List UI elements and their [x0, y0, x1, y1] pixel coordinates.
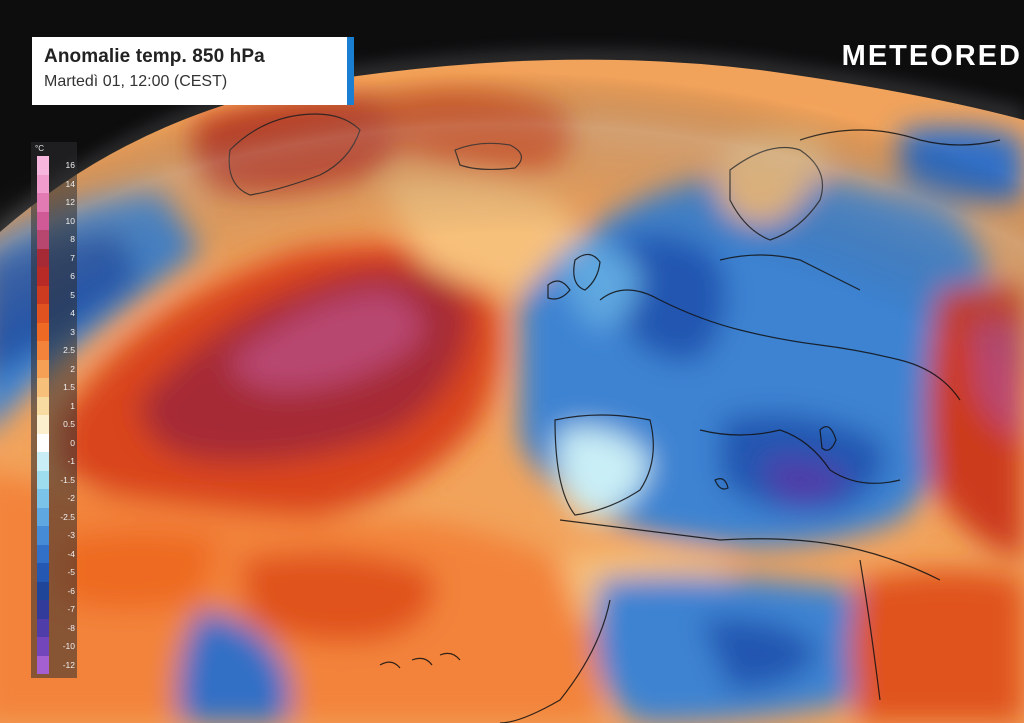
legend-label: 8 — [70, 234, 75, 245]
legend-swatch — [37, 211, 49, 230]
legend-label: 6 — [70, 271, 75, 282]
legend-swatch — [37, 267, 49, 286]
legend-swatch — [37, 637, 49, 656]
legend-swatch — [37, 655, 49, 674]
legend-swatch — [37, 230, 49, 249]
legend-swatch — [37, 452, 49, 471]
legend-label: -2.5 — [60, 511, 75, 522]
legend-label: -10 — [62, 641, 75, 652]
legend-swatch — [37, 415, 49, 434]
color-legend: °C 16 14 12 10 8 7 6 5 4 3 2.5 2 1.5 1 0.5 0 -1 -1.5 -2 -2.… — [31, 142, 77, 678]
legend-swatch — [37, 174, 49, 193]
legend-label: 1.5 — [63, 382, 75, 393]
legend-swatch — [37, 322, 49, 341]
legend-swatch — [37, 359, 49, 378]
legend-label: 7 — [70, 252, 75, 263]
legend-label: 12 — [65, 197, 75, 208]
legend-label: 1 — [70, 400, 75, 411]
legend-label: 2.5 — [63, 345, 75, 356]
legend-label: -4 — [67, 548, 75, 559]
legend-swatch — [37, 341, 49, 360]
legend-label: -6 — [67, 585, 75, 596]
legend-labels: 16 14 12 10 8 7 6 5 4 3 2.5 2 1.5 1 0.5 0 -1 -1.5 -2 -2.5 -3… — [53, 156, 75, 674]
legend-swatch — [37, 248, 49, 267]
legend-label: 3 — [70, 326, 75, 337]
legend-swatch — [37, 544, 49, 563]
legend-swatch — [37, 285, 49, 304]
map-title-box: Anomalie temp. 850 hPa Martedì 01, 12:00… — [32, 37, 354, 105]
legend-swatch — [37, 526, 49, 545]
legend-label: 0.5 — [63, 419, 75, 430]
legend-label: 4 — [70, 308, 75, 319]
legend-label: -7 — [67, 604, 75, 615]
legend-swatch — [37, 396, 49, 415]
legend-swatch — [37, 600, 49, 619]
legend-label: 10 — [65, 215, 75, 226]
legend-swatch — [37, 433, 49, 452]
legend-label: 2 — [70, 363, 75, 374]
legend-label: -2 — [67, 493, 75, 504]
brand-logo: METEORED — [841, 40, 1022, 72]
legend-swatch — [37, 489, 49, 508]
legend-color-bar — [37, 156, 49, 674]
legend-label: -1 — [67, 456, 75, 467]
legend-label: -3 — [67, 530, 75, 541]
legend-label: 0 — [70, 437, 75, 448]
map-title: Anomalie temp. 850 hPa — [44, 46, 265, 67]
legend-swatch — [37, 193, 49, 212]
legend-swatch — [37, 156, 49, 175]
legend-swatch — [37, 563, 49, 582]
legend-label: -5 — [67, 567, 75, 578]
map-subtitle: Martedì 01, 12:00 (CEST) — [44, 73, 228, 90]
legend-swatch — [37, 470, 49, 489]
legend-swatch — [37, 378, 49, 397]
legend-label: -8 — [67, 622, 75, 633]
legend-label: -12 — [62, 659, 75, 670]
legend-label: -1.5 — [60, 474, 75, 485]
legend-swatch — [37, 618, 49, 637]
legend-label: 14 — [65, 178, 75, 189]
legend-label: 5 — [70, 289, 75, 300]
legend-swatch — [37, 507, 49, 526]
legend-label: 16 — [65, 160, 75, 171]
legend-swatch — [37, 304, 49, 323]
legend-unit: °C — [35, 144, 44, 153]
legend-swatch — [37, 581, 49, 600]
